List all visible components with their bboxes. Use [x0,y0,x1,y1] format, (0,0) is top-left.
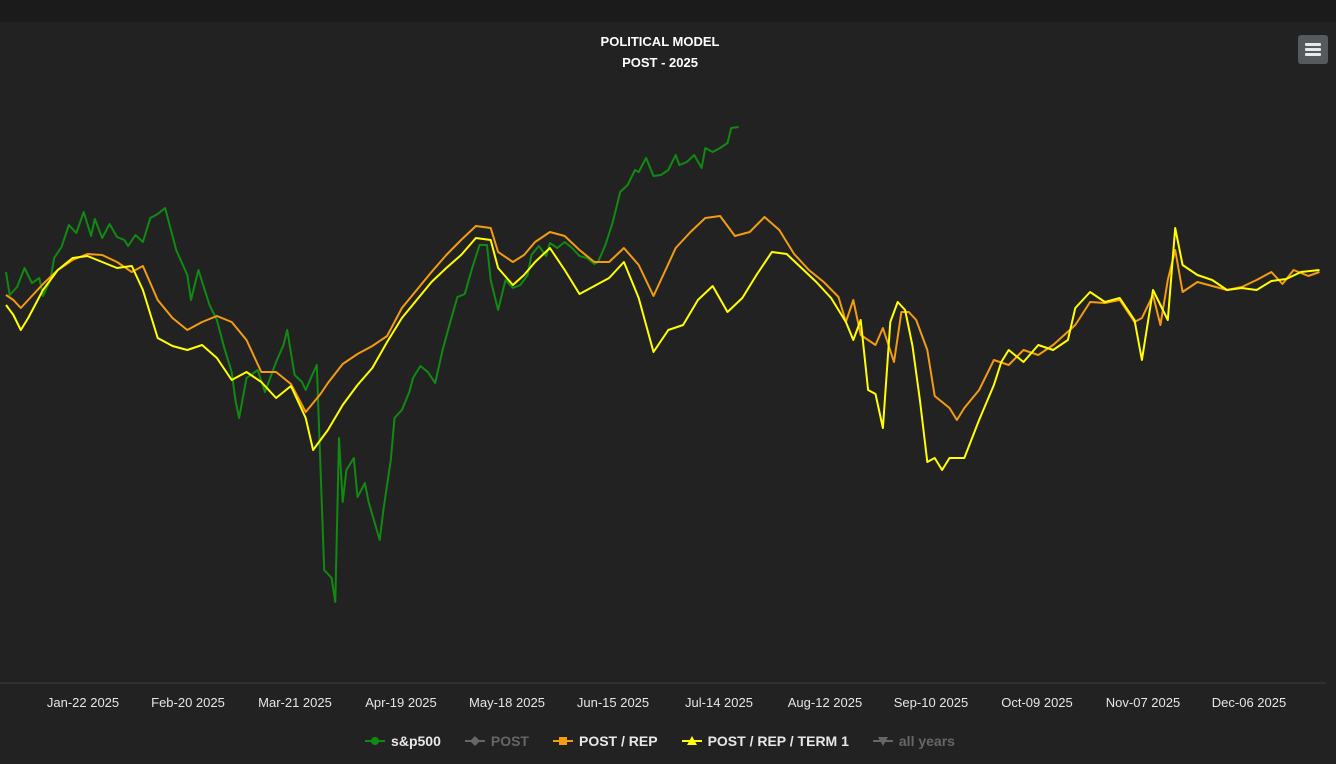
legend-marker-icon [464,736,485,746]
series-line-0[interactable] [5,126,739,603]
legend-item-2[interactable]: POST / REP [552,733,658,749]
x-axis-ticks: Jan-22 2025 Feb-20 2025 Mar-21 2025 Apr-19 … [47,695,1286,710]
hamburger-menu-icon-bar [1305,48,1321,51]
chart-menu-button[interactable] [1298,35,1328,64]
x-tick-label: May-18 2025 [469,695,545,710]
legend-item-3[interactable]: POST / REP / TERM 1 [681,733,849,749]
x-tick-label: Jan-22 2025 [47,695,119,710]
top-bar [0,0,1336,22]
chart-legend: s&p500 POST POST / REP POST / REP / TERM 1 a… [0,731,1320,751]
x-tick-label: Jun-15 2025 [577,695,649,710]
legend-item-0[interactable]: s&p500 [365,733,441,749]
x-tick-label: Nov-07 2025 [1106,695,1180,710]
legend-label: POST / REP / TERM 1 [707,733,849,749]
series-line-2[interactable] [5,215,1320,421]
legend-marker-icon [872,737,893,746]
legend-label: POST / REP [578,733,658,749]
x-tick-label: Sep-10 2025 [894,695,968,710]
x-tick-label: Dec-06 2025 [1212,695,1286,710]
legend-marker-icon [681,736,702,745]
x-tick-label: Aug-12 2025 [788,695,862,710]
series-layer [5,126,1320,603]
legend-label: s&p500 [391,733,441,749]
hamburger-menu-icon-bar [1305,53,1321,56]
legend-marker-icon [552,737,573,745]
legend-marker-icon [365,737,386,745]
chart-title: POLITICAL MODEL [600,34,720,49]
hamburger-menu-icon [1305,43,1321,46]
chart-subtitle: POST - 2025 [622,55,698,70]
x-tick-label: Feb-20 2025 [151,695,225,710]
legend-label: all years [898,733,955,749]
series-line-3[interactable] [5,227,1320,471]
x-tick-label: Apr-19 2025 [365,695,437,710]
chart-container: POLITICAL MODEL POST - 2025 Jan-22 2025 F… [0,22,1336,764]
legend-item-1[interactable]: POST [464,733,529,749]
x-tick-label: Oct-09 2025 [1001,695,1073,710]
x-tick-label: Mar-21 2025 [258,695,332,710]
legend-label: POST [490,733,529,749]
legend-item-4[interactable]: all years [872,733,955,749]
x-tick-label: Jul-14 2025 [685,695,753,710]
chart-plot: Jan-22 2025 Feb-20 2025 Mar-21 2025 Apr-19 … [0,126,1326,710]
